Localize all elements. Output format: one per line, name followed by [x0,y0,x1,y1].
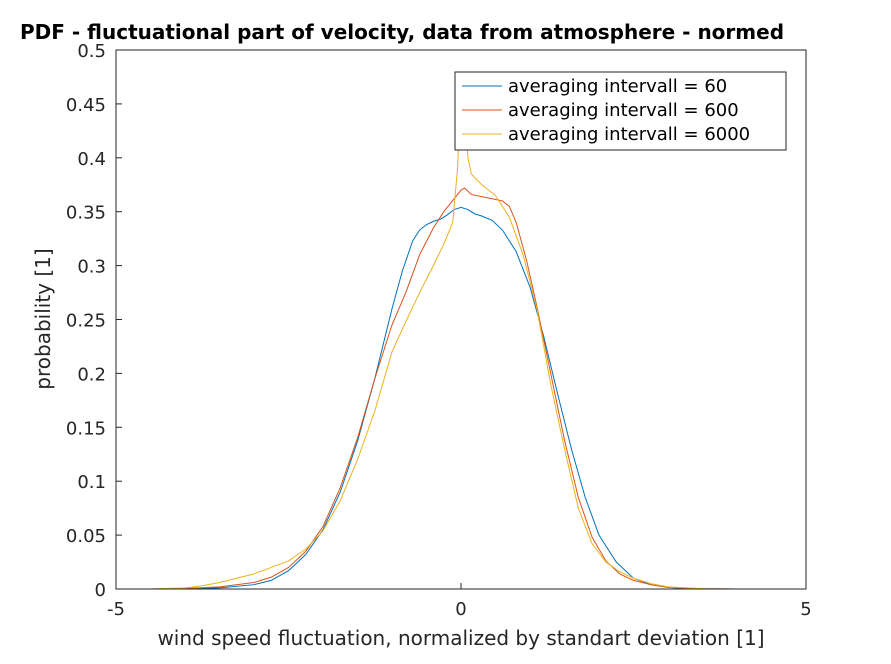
series-line-2 [116,187,738,590]
legend: averaging intervall = 60 averaging interv… [454,71,787,151]
series-line-3 [116,73,738,590]
x-tick-label-1: 0 [455,599,466,620]
legend-box [454,71,787,151]
y-tick-label-8: 0.4 [77,149,106,170]
y-tick-label-2: 0.1 [77,472,106,493]
series-layer [116,73,758,590]
legend-label-1: averaging intervall = 60 [508,76,727,97]
series-line-1 [116,206,758,590]
legend-label-2: averaging intervall = 600 [508,100,739,121]
y-tick-label-9: 0.45 [66,95,106,116]
y-tick-label-6: 0.3 [77,257,106,278]
legend-label-3: averaging intervall = 6000 [508,124,750,145]
y-tick-label-4: 0.2 [77,364,106,385]
y-tick-label-5: 0.25 [66,311,106,332]
x-axis-label: wind speed fluctuation, normalized by st… [157,626,764,650]
chart-title: PDF - fluctuational part of velocity, da… [20,20,784,44]
y-tick-label-1: 0.05 [66,526,106,547]
x-tick-label-2: 5 [800,599,811,620]
y-tick-label-3: 0.15 [66,418,106,439]
y-tick-label-10: 0.5 [77,41,106,62]
x-tick-label-0: -5 [107,599,125,620]
y-axis-label: probability [1] [31,248,55,389]
y-tick-label-7: 0.35 [66,203,106,224]
ticks-layer: 00.050.10.150.20.250.30.350.40.450.5-5 0 5 [66,41,812,620]
y-tick-label-0: 0 [95,580,106,601]
